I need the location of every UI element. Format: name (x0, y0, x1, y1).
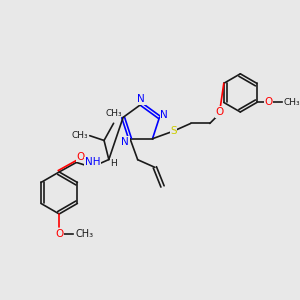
Text: CH₃: CH₃ (105, 110, 122, 118)
Text: H: H (110, 159, 117, 168)
Text: N: N (122, 136, 129, 147)
Text: NH: NH (85, 158, 100, 167)
Text: O: O (264, 98, 272, 107)
Text: O: O (76, 152, 84, 162)
Text: CH₃: CH₃ (71, 131, 88, 140)
Text: N: N (160, 110, 168, 121)
Text: CH₃: CH₃ (75, 229, 94, 239)
Text: S: S (170, 126, 177, 136)
Text: O: O (55, 229, 63, 239)
Text: CH₃: CH₃ (284, 98, 300, 107)
Text: N: N (137, 94, 145, 104)
Text: O: O (215, 107, 224, 117)
